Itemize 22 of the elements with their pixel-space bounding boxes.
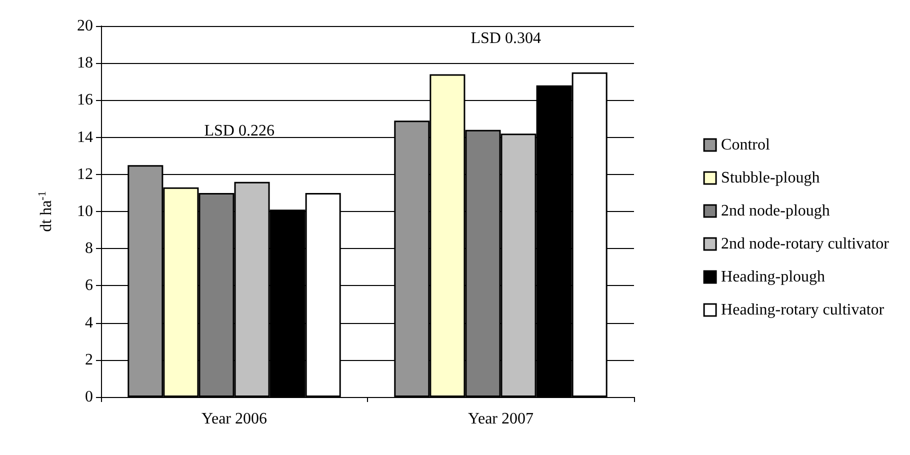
y-tick-label: 8	[85, 240, 93, 258]
legend-label: Control	[721, 136, 770, 154]
legend-label: Heading-plough	[721, 268, 826, 286]
y-tick-label: 2	[85, 351, 93, 368]
y-tick-label: 18	[77, 54, 93, 72]
y-tick-label: 10	[77, 203, 93, 220]
legend-label: 2nd node-rotary cultivator	[721, 236, 890, 252]
y-tick-label: 16	[77, 92, 93, 109]
y-tick-label: 6	[85, 277, 93, 294]
y-tick-label: 0	[85, 388, 93, 406]
legend-label: Stubble-plough	[721, 170, 820, 186]
y-tick-label: 20	[77, 18, 93, 34]
y-tick-label: 12	[77, 166, 93, 183]
x-tick-label: Year 2006	[202, 410, 267, 428]
legend-label: Heading-rotary cultivator	[721, 302, 885, 318]
annotation: LSD 0.304	[470, 30, 541, 47]
y-axis-title: dt ha-1	[36, 191, 55, 232]
x-tick-label: Year 2007	[468, 410, 534, 428]
annotation: LSD 0.226	[204, 122, 274, 140]
legend-label: 2nd node-plough	[721, 202, 830, 220]
y-tick-label: 14	[77, 128, 93, 146]
y-tick-label: 4	[85, 314, 93, 332]
